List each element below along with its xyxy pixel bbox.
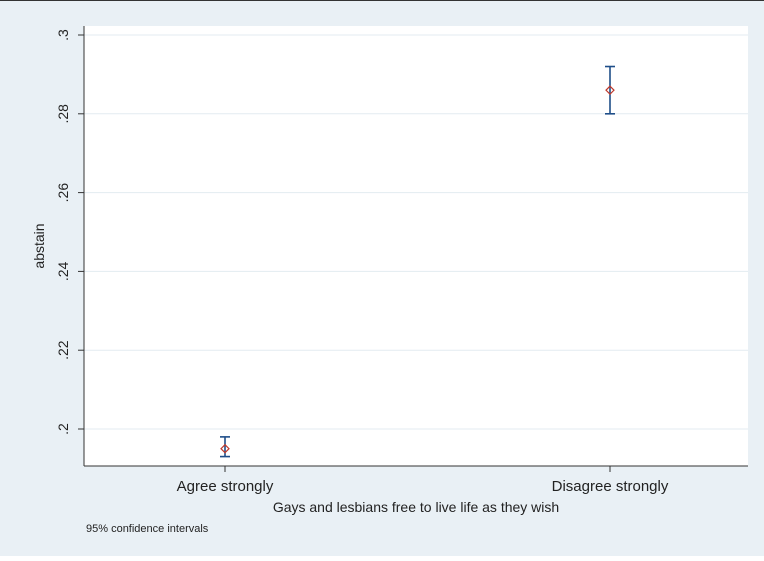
plot-area — [84, 26, 748, 466]
y-tick-label-1: .22 — [55, 340, 71, 360]
y-tick-label-5: .3 — [55, 29, 71, 41]
y-tick-label-2: .24 — [55, 261, 71, 281]
point-marker-1 — [605, 85, 615, 96]
x-ticks: Agree strongly Disagree strongly — [177, 466, 669, 495]
ci-note: 95% confidence intervals — [86, 523, 209, 535]
y-tick-label-3: .26 — [55, 183, 71, 203]
y-ticks: .2 .22 .24 .26 .28 .3 — [55, 29, 84, 435]
x-axis-title: Gays and lesbians free to live life as t… — [273, 499, 559, 515]
y-axis-title: abstain — [31, 223, 47, 268]
y-tick-label-0: .2 — [55, 423, 71, 435]
gridlines — [84, 34, 748, 430]
y-tick-label-4: .28 — [55, 104, 71, 124]
x-tick-label-0: Agree strongly — [177, 478, 274, 495]
point-marker-0 — [220, 443, 230, 454]
x-tick-label-1: Disagree strongly — [552, 478, 669, 495]
data-points — [220, 65, 615, 458]
